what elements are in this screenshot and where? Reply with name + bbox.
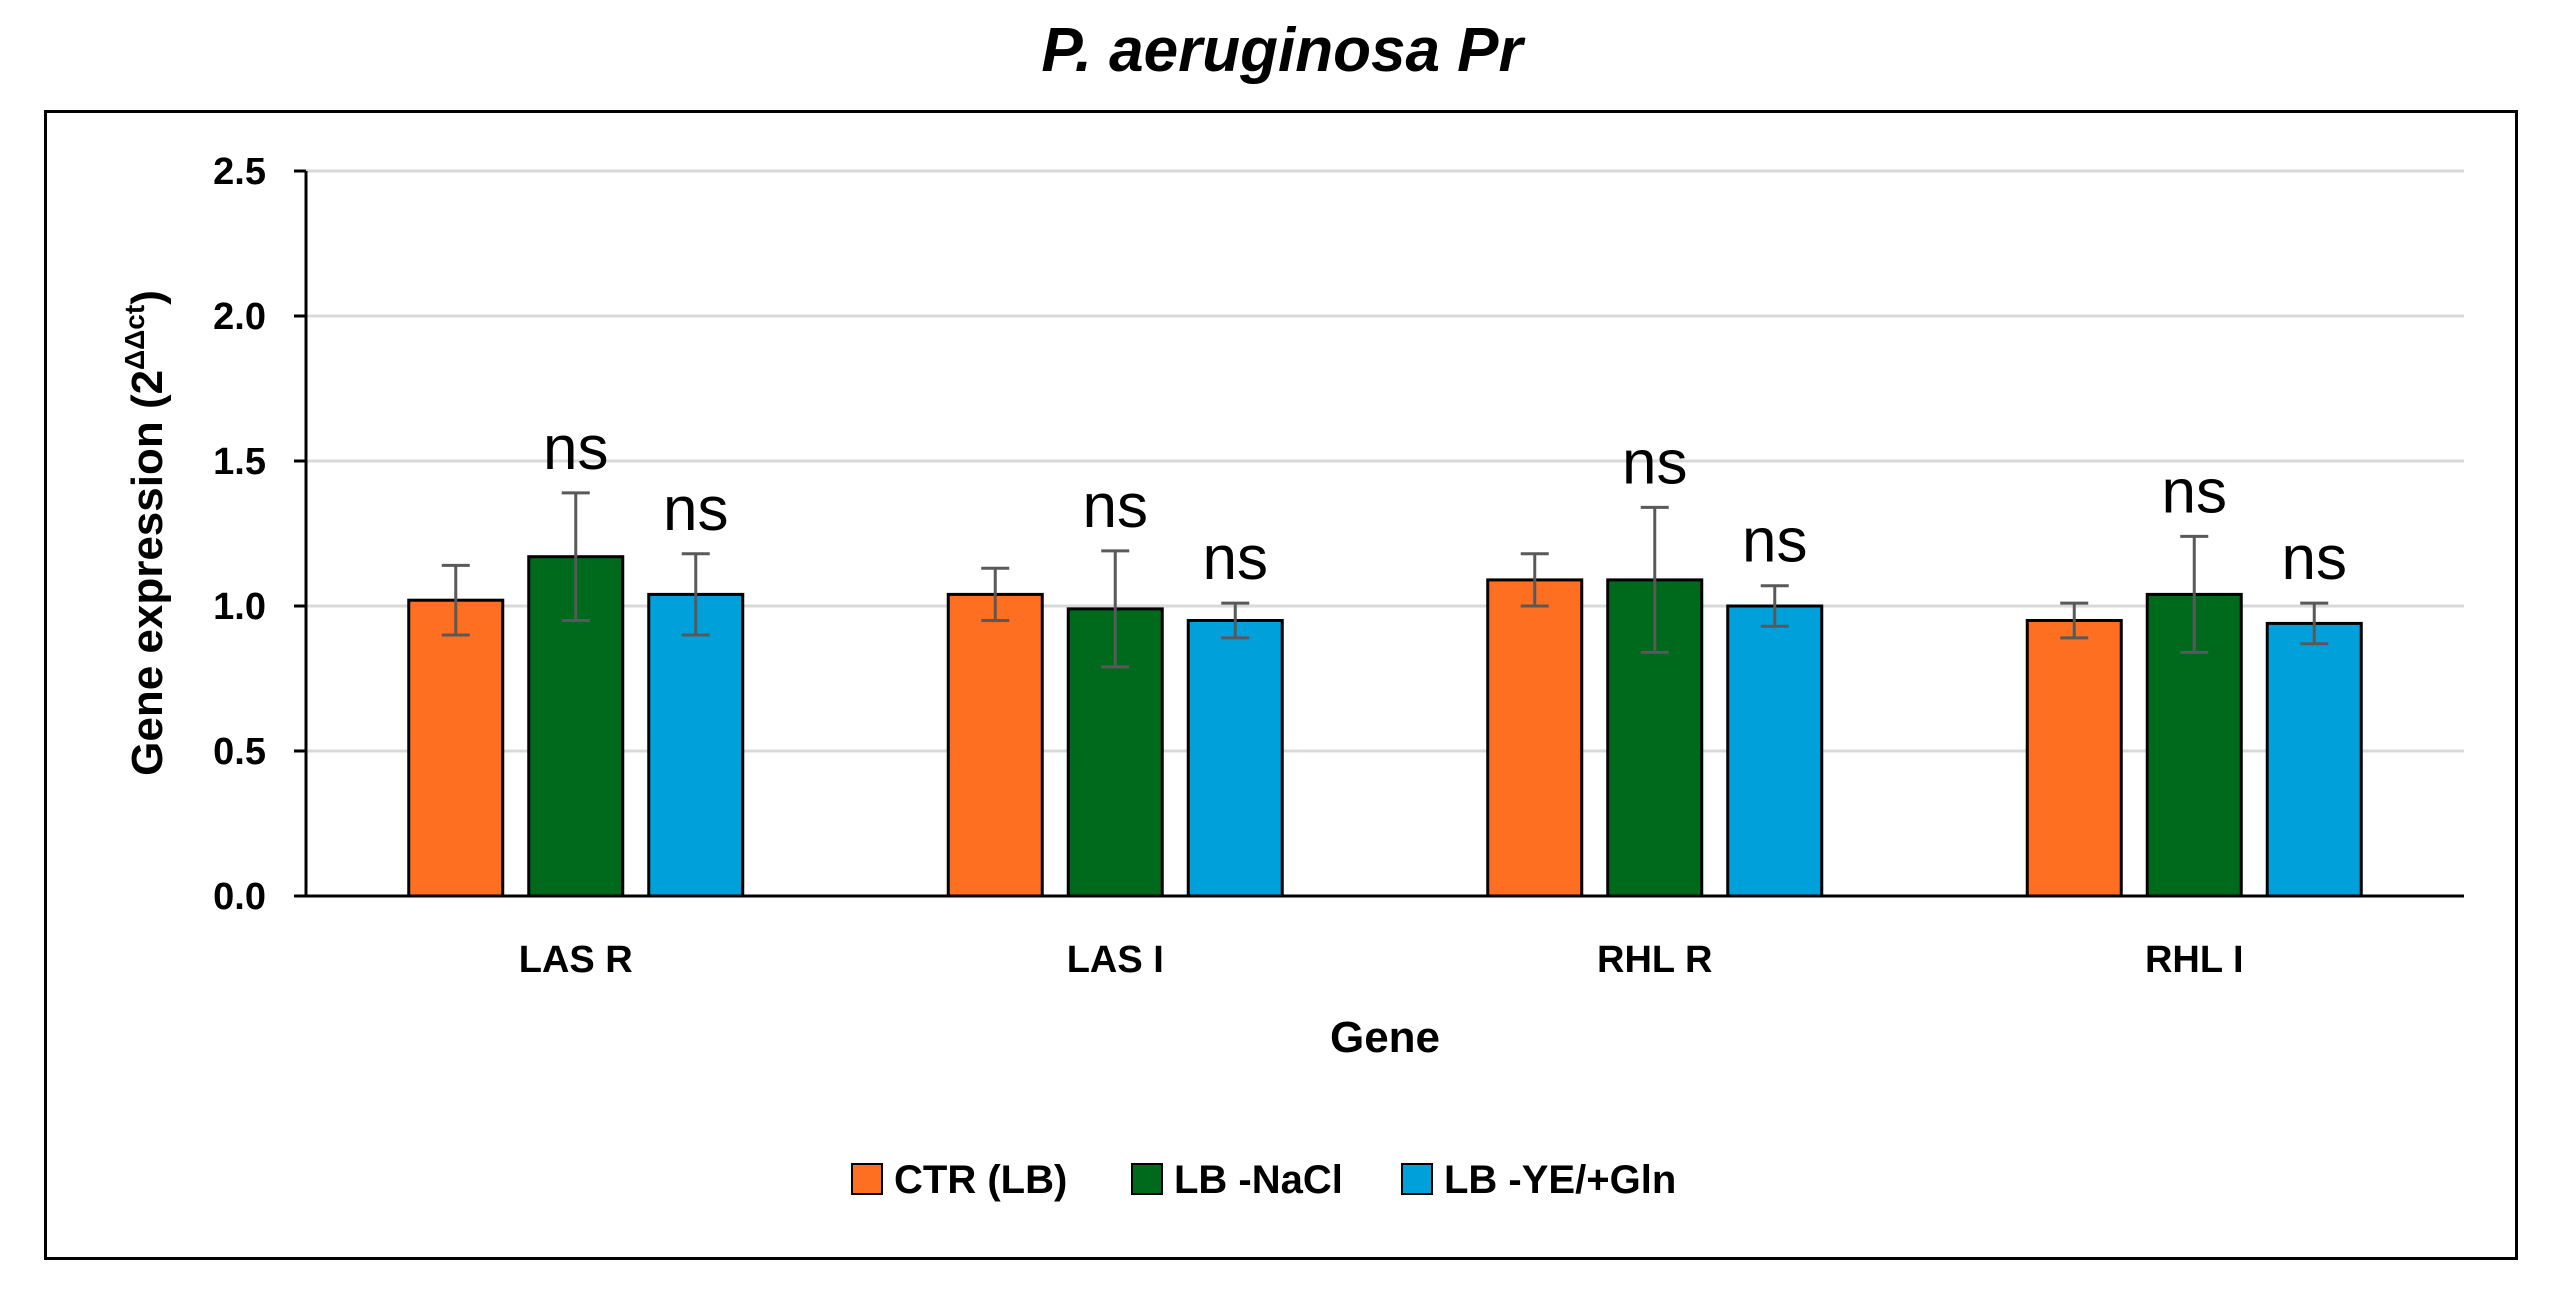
significance-label: ns	[1742, 507, 1807, 576]
y-tick-label: 1.5	[213, 441, 266, 483]
y-axis-title-superscript: ΔΔct	[119, 305, 150, 370]
y-tick-label: 2.5	[213, 151, 266, 193]
significance-label: ns	[663, 475, 728, 544]
y-axis-title-main: Gene expression (2	[123, 370, 172, 776]
y-tick-label: 0.5	[213, 731, 266, 773]
bar	[2265, 621, 2363, 898]
bar	[1186, 619, 1284, 898]
legend-swatch	[1131, 1163, 1163, 1195]
y-axis-title-close: )	[123, 290, 172, 305]
legend: CTR (LB) LB -NaCl LB -YE/+Gln	[851, 1158, 1676, 1202]
chart-frame	[44, 110, 2518, 1260]
legend-item: LB -NaCl	[1131, 1158, 1343, 1202]
chart-title: P. aeruginosa Pr	[1041, 16, 1523, 85]
legend-label: LB -NaCl	[1174, 1158, 1343, 1202]
x-category-label: RHL R	[1597, 939, 1712, 981]
bar	[946, 592, 1044, 898]
x-category-label: RHL I	[2145, 939, 2244, 981]
significance-label: ns	[1622, 428, 1687, 497]
bar	[1486, 578, 1584, 898]
y-tick-label: 0.0	[213, 876, 266, 918]
bar	[2025, 619, 2123, 898]
y-tick-label: 1.0	[213, 586, 266, 628]
bar	[407, 598, 505, 898]
legend-item: CTR (LB)	[851, 1158, 1067, 1202]
x-category-label: LAS R	[519, 939, 633, 981]
bar	[1726, 604, 1824, 898]
legend-swatch	[851, 1163, 883, 1195]
axes	[304, 171, 2464, 898]
significance-label: ns	[2162, 457, 2227, 526]
legend-swatch	[1401, 1163, 1433, 1195]
significance-label: ns	[1203, 524, 1268, 593]
legend-label: CTR (LB)	[894, 1158, 1067, 1202]
tick-labels: 0.0 0.5 1.0 1.5 2.0 2.5	[213, 151, 266, 918]
y-axis-title: Gene expression (2ΔΔct)	[119, 290, 172, 776]
x-axis-title: Gene	[1330, 1013, 1440, 1062]
category-labels: LAS R LAS I RHL R RHL I	[519, 939, 2244, 981]
significance-label: ns	[1083, 472, 1148, 541]
x-category-label: LAS I	[1067, 939, 1164, 981]
significance-label: ns	[2282, 524, 2347, 593]
bar	[647, 592, 745, 898]
legend-item: LB -YE/+Gln	[1401, 1158, 1676, 1202]
legend-label: LB -YE/+Gln	[1444, 1158, 1676, 1202]
y-tick-label: 2.0	[213, 296, 266, 338]
significance-label: ns	[543, 414, 608, 483]
